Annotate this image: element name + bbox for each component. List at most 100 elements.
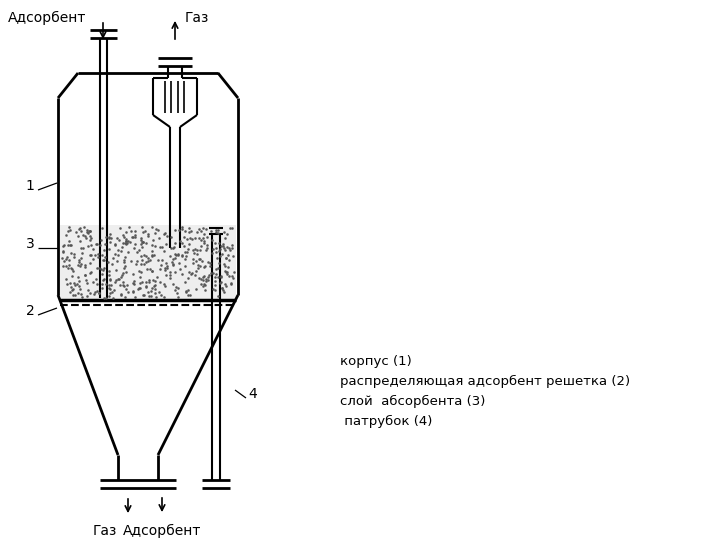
Point (205, 227, 217, 236)
Point (109, 249, 121, 258)
Point (176, 239, 188, 247)
Point (65, 279, 76, 288)
Point (200, 225, 212, 233)
Point (89, 289, 100, 298)
Point (103, 281, 114, 289)
Point (212, 225, 223, 234)
Point (96, 266, 108, 275)
Point (60, 231, 72, 240)
Point (135, 259, 147, 268)
Point (58, 256, 69, 265)
Point (166, 244, 177, 252)
Point (75, 289, 86, 298)
Point (103, 234, 114, 243)
Point (76, 254, 87, 262)
Point (123, 223, 135, 232)
Point (143, 230, 154, 239)
Point (197, 224, 209, 232)
Point (127, 279, 139, 287)
Point (190, 267, 202, 275)
Point (85, 236, 96, 245)
Point (181, 234, 193, 243)
Point (223, 255, 235, 264)
Point (156, 255, 168, 264)
Point (160, 271, 171, 280)
Point (195, 227, 207, 235)
Point (95, 265, 107, 274)
Point (72, 260, 84, 269)
Point (228, 267, 240, 276)
Point (172, 293, 184, 301)
Point (183, 245, 194, 254)
Point (69, 281, 81, 290)
Point (72, 289, 84, 298)
Point (143, 232, 154, 240)
Point (174, 259, 185, 268)
Point (66, 271, 77, 280)
Point (172, 250, 184, 259)
Bar (60, 225, 236, 300)
Point (212, 292, 224, 300)
Point (140, 258, 151, 266)
Point (128, 276, 140, 285)
Point (115, 246, 127, 255)
Point (104, 238, 116, 246)
Point (57, 261, 68, 270)
Point (141, 265, 153, 274)
Point (134, 284, 145, 293)
Point (168, 243, 179, 252)
Point (207, 236, 218, 245)
Point (150, 277, 161, 286)
Point (132, 285, 144, 293)
Point (106, 280, 117, 289)
Point (65, 287, 76, 296)
Point (190, 257, 202, 266)
Point (109, 278, 121, 287)
Point (200, 276, 212, 285)
Point (148, 251, 160, 259)
Point (97, 255, 109, 264)
Point (158, 247, 170, 255)
Point (164, 271, 176, 279)
Point (138, 238, 149, 246)
Point (199, 279, 210, 288)
Point (166, 258, 177, 266)
Point (199, 229, 210, 238)
Point (202, 233, 213, 241)
Point (87, 278, 99, 286)
Point (148, 282, 159, 291)
Point (117, 239, 129, 247)
Point (82, 228, 94, 237)
Point (125, 238, 136, 247)
Point (197, 234, 208, 242)
Point (67, 267, 78, 275)
Point (92, 249, 104, 258)
Point (225, 279, 237, 288)
Point (167, 280, 179, 289)
Point (210, 265, 222, 274)
Point (68, 291, 79, 299)
Point (100, 233, 112, 241)
Point (146, 284, 158, 292)
Point (91, 240, 103, 248)
Point (127, 287, 139, 296)
Point (169, 254, 181, 262)
Point (217, 239, 229, 248)
Point (112, 251, 124, 259)
Point (193, 225, 204, 234)
Point (85, 241, 96, 250)
Point (98, 264, 109, 272)
Point (199, 262, 210, 271)
Point (167, 244, 179, 252)
Point (129, 239, 140, 248)
Point (63, 237, 75, 245)
Point (210, 269, 222, 278)
Point (213, 246, 225, 255)
Point (130, 231, 141, 239)
Point (217, 241, 229, 250)
Point (107, 293, 119, 302)
Point (68, 252, 80, 261)
Text: 4: 4 (248, 387, 257, 401)
Point (227, 273, 238, 282)
Point (93, 253, 104, 261)
